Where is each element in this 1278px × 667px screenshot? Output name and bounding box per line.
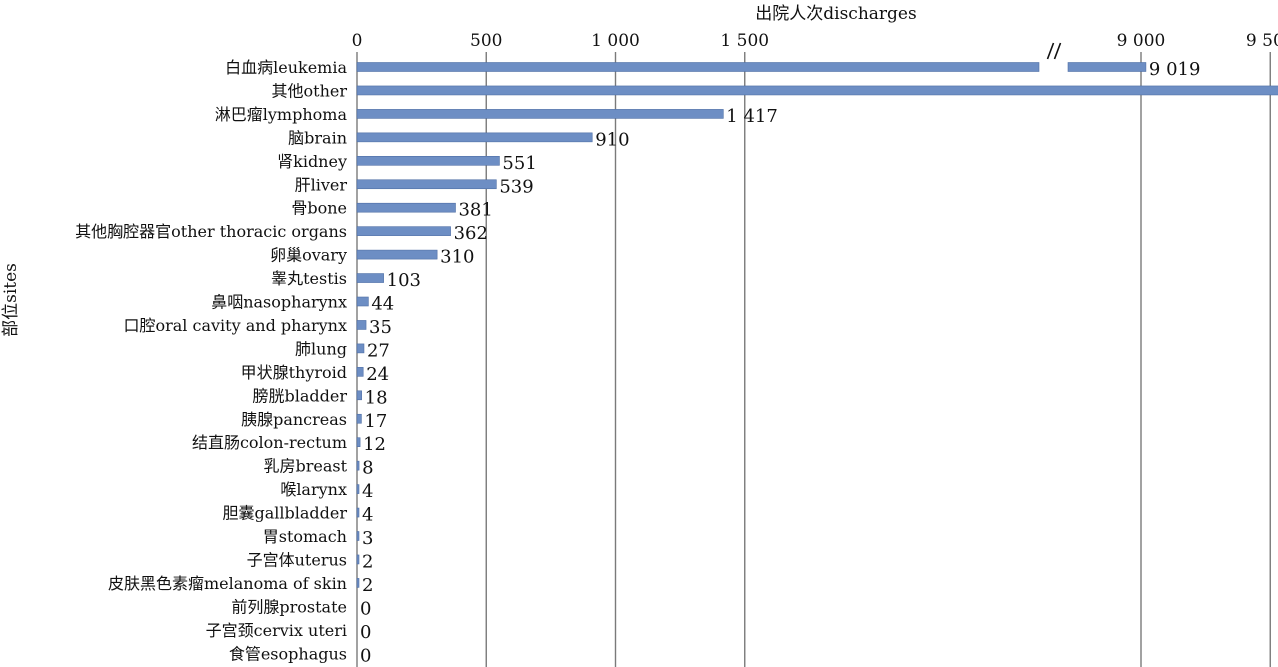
- data-label: 2: [362, 575, 373, 596]
- category-label: 口腔oral cavity and pharynx: [123, 316, 347, 335]
- bar: [356, 578, 360, 588]
- data-label: 3: [362, 528, 373, 549]
- bar: [356, 507, 360, 518]
- x-tick-label: 9 500: [1246, 31, 1278, 51]
- bar: [356, 367, 364, 377]
- category-label: 结直肠colon-rectum: [192, 433, 347, 452]
- bar: [356, 273, 384, 283]
- category-label: 脑brain: [288, 128, 347, 147]
- category-label: 其他other: [272, 81, 348, 100]
- category-label: 喉larynx: [280, 480, 347, 499]
- bar: [356, 413, 362, 424]
- data-label: 8: [362, 458, 373, 479]
- data-label: 310: [440, 247, 474, 268]
- category-label: 胆囊gallbladder: [222, 504, 347, 523]
- category-label: 乳房breast: [263, 457, 347, 476]
- break-stroke: [1046, 42, 1055, 60]
- category-label: 睾丸testis: [271, 269, 347, 288]
- category-label: 子宫颈cervix uteri: [206, 621, 347, 640]
- x-tick-label: 500: [470, 31, 502, 51]
- value-labels: 9 0195 2061 4179105515393813623101034435…: [360, 59, 1201, 666]
- category-label: 淋巴瘤lymphoma: [215, 105, 348, 124]
- data-label: 1 417: [726, 106, 778, 127]
- data-label: 4: [362, 481, 373, 502]
- data-label: 2: [362, 551, 373, 572]
- data-label: 362: [454, 223, 488, 244]
- x-tick-label: 0: [352, 31, 363, 51]
- data-label: 35: [369, 317, 392, 338]
- data-label: 103: [387, 270, 421, 291]
- break-stroke: [1053, 42, 1062, 60]
- bar: [1067, 62, 1147, 72]
- bar: [356, 202, 456, 213]
- bar: [356, 437, 361, 448]
- category-label: 胃stomach: [263, 527, 347, 546]
- category-label: 食管esophagus: [229, 644, 347, 663]
- category-label: 骨bone: [291, 199, 347, 218]
- category-label: 鼻咽nasopharynx: [211, 293, 347, 312]
- data-label: 27: [367, 340, 390, 361]
- data-label: 17: [364, 411, 387, 432]
- category-label: 其他胸腔器官other thoracic organs: [75, 222, 347, 241]
- data-label: 539: [499, 176, 533, 197]
- category-label: 前列腺prostate: [231, 597, 347, 616]
- data-label: 0: [360, 598, 371, 619]
- category-labels: 白血病leukemia 其他other 淋巴瘤lymphoma 脑brain 肾kidn…: [75, 58, 347, 663]
- axis-break-marker: [1046, 42, 1062, 60]
- bars: [356, 62, 1278, 588]
- y-axis-title: 部位sites: [1, 263, 21, 337]
- bar: [356, 156, 500, 166]
- x-tick-label: 1 500: [720, 31, 769, 51]
- category-label: 白血病leukemia: [225, 58, 347, 77]
- data-label: 44: [371, 294, 394, 315]
- bar: [356, 343, 365, 354]
- category-label: 子宫体uterus: [247, 550, 347, 569]
- bar: [356, 531, 360, 541]
- category-label: 甲状腺thyroid: [241, 363, 347, 382]
- bar: [356, 179, 497, 190]
- data-label: 24: [366, 364, 389, 385]
- x-tick-label: 1 000: [591, 31, 640, 51]
- data-label: 0: [360, 622, 371, 643]
- bar: [356, 249, 438, 260]
- bar: [356, 390, 362, 401]
- data-label: 381: [458, 200, 492, 221]
- bar: [356, 109, 724, 119]
- data-label: 12: [363, 434, 386, 455]
- data-label: 9 019: [1149, 59, 1201, 80]
- bar: [356, 226, 451, 236]
- x-tick-label: 9 000: [1117, 31, 1166, 51]
- bar: [356, 484, 360, 494]
- bar: [356, 554, 360, 565]
- category-label: 肝liver: [295, 175, 348, 194]
- gridlines: [356, 52, 1271, 667]
- bar: [356, 460, 360, 471]
- category-label: 膀胱bladder: [252, 386, 347, 405]
- x-axis-title: 出院人次discharges: [755, 4, 916, 24]
- category-label: 肺lung: [295, 339, 347, 358]
- category-label: 肾kidney: [277, 152, 347, 171]
- bar: [356, 132, 593, 143]
- bar: [356, 320, 367, 330]
- bar: [356, 85, 1278, 96]
- category-label: 胰腺pancreas: [241, 410, 347, 429]
- data-label: 18: [365, 387, 388, 408]
- bar: [356, 296, 369, 307]
- category-label: 卵巢ovary: [270, 246, 347, 265]
- data-label: 910: [595, 129, 629, 150]
- bar: [356, 62, 1040, 72]
- category-label: 皮肤黑色素瘤melanoma of skin: [108, 574, 347, 593]
- data-label: 0: [360, 645, 371, 666]
- data-label: 4: [362, 505, 373, 526]
- data-label: 551: [502, 153, 536, 174]
